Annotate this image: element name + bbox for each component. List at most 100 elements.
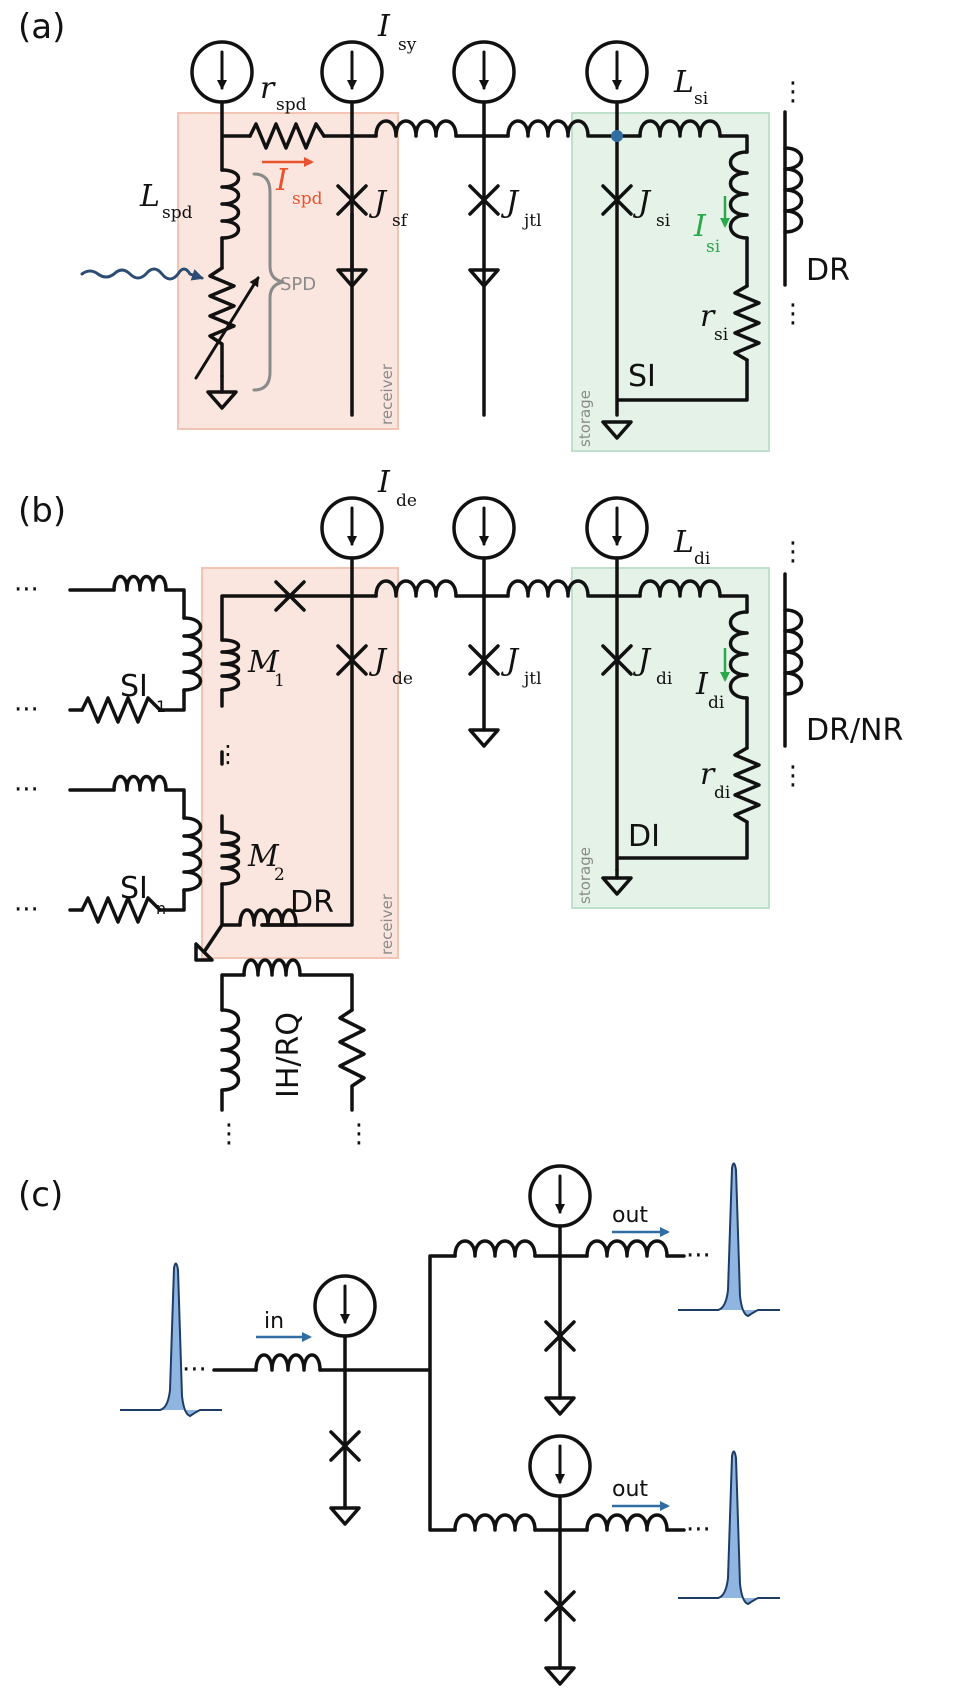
inductor-dr-a	[783, 146, 804, 234]
junction-j-sf	[336, 184, 368, 216]
ih-rq-wires	[220, 973, 354, 1012]
panel-b: (b) receiver storage ⋮ ⋮	[14, 465, 903, 1149]
spd-brace	[252, 172, 285, 392]
label-j-jtl-b: Jjtl	[500, 643, 542, 689]
label-dr-b: DR	[290, 885, 334, 920]
resistor-rq	[338, 1008, 366, 1112]
current-source-di	[585, 496, 649, 560]
inductor-sin-top	[112, 774, 168, 792]
label-in: in	[264, 1309, 284, 1334]
current-source-spd	[190, 40, 254, 104]
inductor-jtl-a-right	[506, 119, 590, 138]
junction-j-si	[601, 184, 633, 216]
inductor-l-spd	[220, 168, 241, 240]
junction-c-bottom	[544, 1590, 576, 1622]
label-di: DI	[628, 819, 660, 854]
current-source-c-in	[313, 1274, 377, 1338]
label-l-di: Ldi	[673, 525, 711, 569]
current-source-jtl-b	[452, 496, 516, 560]
inductor-drnr	[783, 608, 804, 696]
inductor-c-top-left	[453, 1239, 537, 1258]
inductor-sin-coupled	[182, 816, 203, 892]
dots-si1-bottom: ···	[14, 695, 39, 725]
resistor-spd	[208, 266, 236, 378]
dots-drnr-top: ⋮	[780, 537, 806, 567]
junction-c-in	[329, 1430, 361, 1462]
ground-jtl-a	[468, 268, 500, 288]
receiver-label-a: receiver	[378, 363, 396, 425]
inductor-m1	[220, 638, 241, 692]
label-dr-a: DR	[806, 253, 850, 288]
dots-dr-a-bottom: ⋮	[780, 299, 806, 329]
dots-sin-bottom: ···	[14, 895, 39, 925]
label-si1: SI1	[120, 669, 166, 716]
label-r-di: rdi	[700, 757, 731, 803]
current-source-jtl-a	[452, 40, 516, 104]
dots-c-in: ···	[182, 1355, 207, 1385]
label-out-bottom: out	[612, 1477, 648, 1502]
wires-c	[212, 1224, 686, 1670]
inductor-si1-coupled	[182, 616, 203, 692]
label-ih-rq: IH/RQ	[271, 1012, 306, 1098]
resistor-si1	[80, 696, 162, 724]
receiver-label-b: receiver	[378, 893, 396, 955]
label-i-spd: Ispd	[275, 163, 323, 209]
pulse-in	[120, 1262, 222, 1418]
ground-c-in	[329, 1506, 361, 1526]
inductor-si1-top	[112, 574, 168, 592]
label-out-top: out	[612, 1203, 648, 1228]
ground-c-top	[544, 1396, 576, 1416]
inductor-m2	[220, 830, 241, 886]
label-r-spd: rspd	[260, 71, 307, 115]
spd-variable-arrow	[194, 276, 260, 380]
inductor-jtl-b-left	[374, 579, 458, 598]
current-source-si	[585, 40, 649, 104]
node-dot-si	[611, 130, 623, 142]
dots-si1-top: ···	[14, 575, 39, 605]
label-i-di: Idi	[695, 667, 725, 713]
panel-b-tag: (b)	[18, 491, 66, 531]
inductor-c-in	[254, 1353, 322, 1372]
dots-drnr-bottom: ⋮	[780, 761, 806, 791]
junction-j-jtl-a	[468, 184, 500, 216]
dots-m-between: ⋮	[216, 740, 240, 768]
inductor-ih	[220, 1008, 241, 1112]
label-j-jtl-a: Jjtl	[500, 185, 542, 231]
receiver-box-b	[201, 567, 399, 959]
panel-c-tag: (c)	[18, 1175, 63, 1215]
junction-j-di	[601, 644, 633, 676]
dots-ih: ⋮	[216, 1119, 242, 1149]
label-l-si: Lsi	[673, 65, 709, 109]
inductor-l-di	[638, 579, 722, 598]
label-drnr: DR/NR	[806, 713, 903, 748]
pulse-out-top	[678, 1162, 780, 1318]
inductor-c-bottom-left	[453, 1513, 537, 1532]
current-source-de	[320, 496, 384, 560]
resistor-r-spd	[248, 122, 326, 150]
label-i-si: Isi	[693, 209, 721, 257]
label-r-si: rsi	[700, 299, 729, 345]
wires-b	[68, 556, 749, 927]
inductor-dr-b-bottom	[242, 958, 302, 977]
label-i-de: Ide	[377, 465, 417, 511]
dots-c-out-top: ···	[686, 1241, 711, 1271]
inductor-c-top-right	[585, 1239, 669, 1258]
junction-c-top	[544, 1320, 576, 1352]
panel-c: (c) ··· ···	[18, 1162, 780, 1686]
ground-spd	[206, 390, 238, 410]
ground-si	[601, 420, 633, 440]
panel-a-tag: (a)	[18, 7, 65, 47]
junction-j-jtl-b	[468, 644, 500, 676]
current-source-c-bottom	[528, 1434, 592, 1498]
dots-c-out-bottom: ···	[686, 1515, 711, 1545]
inductor-jtl-a-left	[374, 119, 458, 138]
storage-label-b: storage	[576, 847, 594, 904]
junction-j-de	[336, 644, 368, 676]
dr-triangle-wire	[202, 923, 224, 954]
spd-label: SPD	[280, 274, 316, 295]
inductor-c-bottom-right	[585, 1513, 669, 1532]
